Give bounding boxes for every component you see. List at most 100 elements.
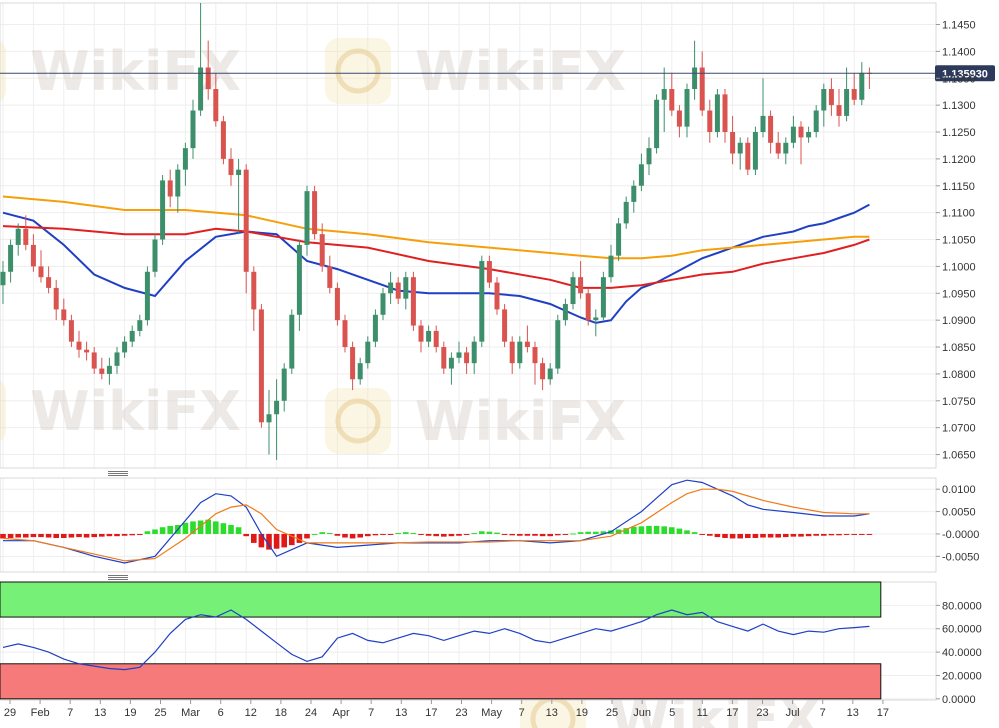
histogram-bar bbox=[137, 533, 143, 535]
candle-body bbox=[0, 271, 6, 286]
candle-body bbox=[327, 266, 333, 288]
histogram-bar bbox=[205, 519, 211, 534]
x-tick-label: 7 bbox=[519, 707, 525, 719]
candle-body bbox=[821, 89, 827, 111]
x-tick-label: Feb bbox=[31, 707, 50, 719]
candle-body bbox=[479, 261, 485, 342]
candle-body bbox=[122, 341, 128, 353]
candle bbox=[175, 164, 181, 213]
candle bbox=[0, 261, 6, 305]
histogram-bar bbox=[486, 531, 493, 534]
candle bbox=[76, 330, 82, 358]
candle bbox=[342, 314, 348, 353]
candle bbox=[760, 78, 766, 138]
y-tick-label: 1.1300 bbox=[942, 100, 976, 112]
y-tick-label: 1.1100 bbox=[942, 208, 975, 220]
candle-body bbox=[395, 282, 401, 299]
candle-body bbox=[486, 261, 492, 283]
last-price-badge bbox=[935, 65, 995, 82]
candle-body bbox=[722, 94, 728, 133]
histogram-bar bbox=[114, 533, 120, 537]
candle bbox=[562, 298, 568, 326]
candle bbox=[8, 239, 14, 283]
candle-body bbox=[798, 126, 804, 138]
candle bbox=[228, 148, 234, 186]
histogram-bar bbox=[258, 533, 265, 548]
histogram-bar bbox=[813, 533, 819, 536]
candle-body bbox=[828, 89, 834, 106]
y-tick-label: 1.1150 bbox=[942, 181, 975, 193]
candle-body bbox=[578, 277, 584, 294]
pane-resize-handle[interactable] bbox=[108, 575, 128, 580]
x-tick-label: 12 bbox=[245, 707, 257, 719]
histogram-bar bbox=[220, 523, 227, 534]
histogram-bar bbox=[494, 532, 500, 534]
candle-body bbox=[464, 352, 470, 364]
histogram-bar bbox=[15, 533, 21, 538]
histogram-bar bbox=[722, 533, 728, 538]
x-tick-label: 5 bbox=[669, 707, 675, 719]
panel-border bbox=[0, 2, 937, 469]
ma-blue-line bbox=[2, 203, 870, 324]
candle-body bbox=[15, 228, 21, 245]
candle-body bbox=[99, 368, 105, 374]
candle-body bbox=[806, 132, 812, 138]
y-tick-label: 1.1450 bbox=[942, 20, 976, 32]
histogram-bar bbox=[235, 527, 242, 534]
y-tick-label: 1.0700 bbox=[942, 423, 976, 435]
histogram-bar bbox=[661, 526, 667, 534]
macd-histogram bbox=[0, 519, 873, 550]
x-tick-label: 13 bbox=[847, 707, 859, 719]
candle bbox=[798, 121, 804, 165]
histogram-bar bbox=[418, 533, 424, 535]
candle-body bbox=[182, 148, 188, 170]
pane-resize-handle[interactable] bbox=[108, 471, 128, 476]
histogram-bar bbox=[577, 532, 584, 534]
candle bbox=[631, 180, 637, 213]
candle-body bbox=[76, 341, 82, 350]
rsi-line bbox=[2, 609, 870, 671]
candle bbox=[638, 153, 644, 192]
candle bbox=[304, 185, 310, 256]
candle bbox=[418, 320, 424, 353]
candle bbox=[730, 115, 736, 165]
candle bbox=[828, 78, 834, 116]
y-tick-label: 0.0100 bbox=[942, 484, 976, 496]
candle-body bbox=[251, 271, 257, 310]
histogram-bar bbox=[152, 529, 158, 534]
candle bbox=[578, 261, 584, 299]
histogram-bar bbox=[365, 533, 371, 537]
candle bbox=[502, 304, 508, 348]
histogram-bar bbox=[190, 521, 196, 534]
histogram-bar bbox=[593, 531, 599, 534]
y-tick-label: 1.0750 bbox=[942, 396, 976, 408]
candle bbox=[15, 223, 21, 256]
candle-body bbox=[350, 347, 356, 380]
histogram-bar bbox=[304, 533, 310, 539]
candle-body bbox=[304, 191, 310, 245]
candle bbox=[456, 341, 462, 364]
candle-body bbox=[334, 287, 340, 321]
candle-body bbox=[91, 352, 97, 369]
histogram-bar bbox=[7, 533, 14, 538]
histogram-bar bbox=[129, 533, 135, 536]
x-tick-label: 24 bbox=[305, 707, 317, 719]
ma-red-line bbox=[2, 225, 870, 289]
candle bbox=[547, 363, 553, 385]
candle-body bbox=[737, 142, 743, 154]
x-tick-label: 17 bbox=[425, 707, 437, 719]
candle bbox=[593, 309, 599, 337]
candle-body bbox=[220, 121, 226, 159]
y-tick-label: -0.0000 bbox=[942, 529, 979, 541]
candle-body bbox=[228, 158, 234, 176]
macd-line bbox=[3, 479, 870, 564]
histogram-bar bbox=[311, 533, 318, 535]
x-tick-label: 29 bbox=[4, 707, 16, 719]
candle-body bbox=[509, 341, 515, 364]
candle bbox=[479, 255, 485, 348]
histogram-bar bbox=[38, 533, 44, 538]
histogram-bar bbox=[380, 533, 386, 535]
histogram-bar bbox=[714, 533, 721, 538]
y-tick-label: 1.1350 bbox=[942, 73, 976, 85]
candle bbox=[144, 266, 150, 326]
